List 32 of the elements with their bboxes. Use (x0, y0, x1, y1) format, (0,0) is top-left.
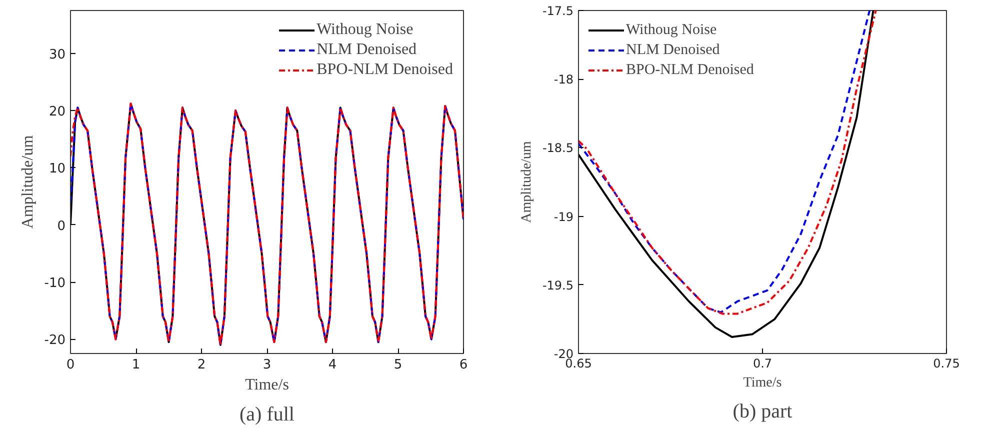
y-tick-label: 20 (48, 104, 66, 120)
legend-label: NLM Denoised (316, 41, 417, 59)
y-axis-title: Amplitude/um (19, 134, 36, 229)
y-tick-label: -18 (554, 72, 574, 87)
x-tick-label: 0.65 (565, 356, 592, 370)
y-tick-label: 30 (48, 47, 66, 62)
x-tick-label: 6 (459, 358, 468, 372)
y-tick-label: -19 (554, 210, 574, 224)
y-tick-label: -20 (44, 333, 66, 348)
legend-label: Withoug Noise (316, 21, 414, 39)
x-tick-label: 5 (394, 358, 402, 372)
x-tick-label: 3 (262, 358, 272, 372)
legend-label: Withoug Noise (626, 22, 717, 38)
y-tick-label: -18.5 (542, 141, 574, 156)
y-tick-label: -19.5 (542, 278, 574, 292)
y-tick-label: 10 (48, 162, 66, 177)
x-tick-label: 4 (328, 358, 337, 372)
text: (b) part (732, 400, 793, 422)
y-tick-label: 0 (57, 218, 66, 234)
legend-label: NLM Denoised (626, 42, 720, 58)
x-axis-title: Time/s (245, 376, 289, 394)
x-tick-label: 0.7 (752, 356, 772, 370)
text: (a) full (240, 404, 295, 426)
y-axis-title: Amplitude/um (519, 141, 534, 223)
legend-label: BPO-NLM Denoised (316, 61, 453, 79)
x-tick-label: 2 (197, 358, 206, 372)
x-axis-title: Time/s (743, 376, 782, 390)
x-tick-label: 1 (132, 358, 140, 372)
y-tick-label: -17.5 (542, 4, 574, 18)
y-tick-label: -10 (44, 276, 66, 292)
legend-label: BPO-NLM Denoised (626, 62, 754, 78)
x-tick-label: 0.75 (933, 356, 960, 370)
